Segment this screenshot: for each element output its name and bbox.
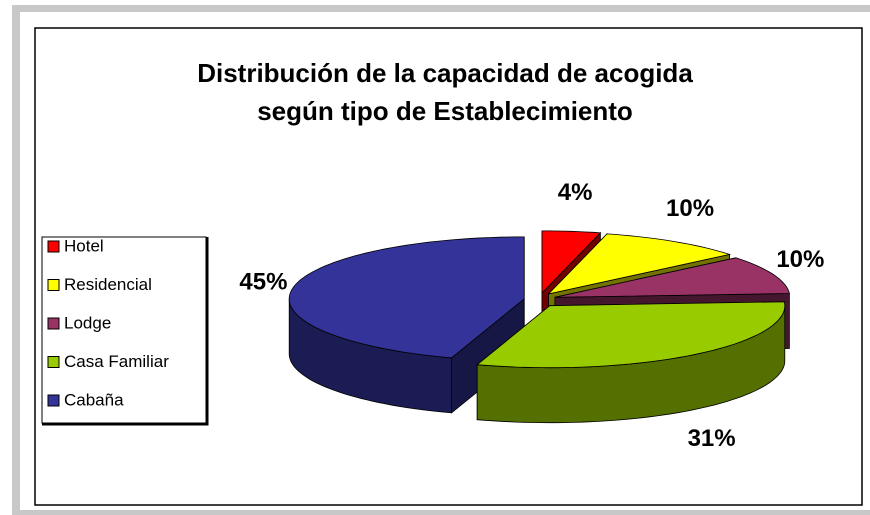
legend-label: Hotel [64, 236, 104, 255]
legend-swatch [47, 394, 60, 407]
frame-bottom [12, 510, 870, 515]
data-label: 45% [239, 269, 287, 296]
legend-swatch [47, 279, 60, 291]
data-label: 10% [776, 246, 824, 273]
slice [541, 230, 602, 294]
legend-label: Cabaña [64, 390, 124, 409]
slice [547, 233, 732, 295]
legend-shadow [42, 237, 209, 426]
data-label: 10% [666, 195, 714, 222]
frame-top [12, 5, 870, 12]
slice [476, 301, 786, 369]
legend-box [41, 236, 207, 424]
frame-left [12, 5, 20, 515]
chart-subtitle: según tipo de Establecimiento [257, 96, 633, 126]
slice [554, 257, 790, 298]
legend-label: Lodge [64, 313, 111, 332]
legend-swatch [47, 317, 60, 330]
legend-label: Casa Familiar [64, 352, 169, 371]
legend-swatch [47, 356, 60, 368]
slice [288, 236, 525, 359]
legend-label: Residencial [64, 275, 152, 294]
chart-title: Distribución de la capacidad de acogida [197, 58, 693, 88]
data-label: 4% [558, 179, 593, 206]
legend-swatch [47, 240, 60, 253]
data-label: 31% [688, 425, 736, 452]
